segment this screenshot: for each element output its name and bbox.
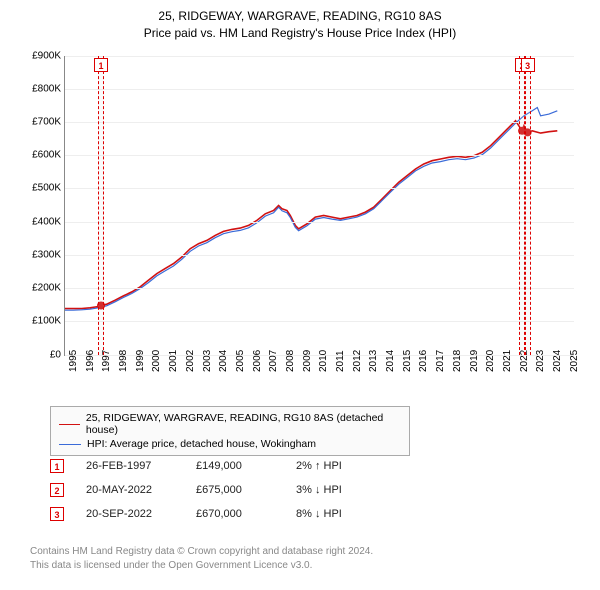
x-tick-label: 2024 — [552, 349, 563, 371]
x-tick-label: 2008 — [285, 349, 296, 371]
x-tick-label: 2010 — [318, 349, 329, 371]
sale-row: 3 20-SEP-2022£670,0008% ↓ HPI — [50, 502, 396, 526]
sale-row-badge: 2 — [50, 483, 64, 497]
x-tick-label: 2012 — [352, 349, 363, 371]
plot-region: £0£100K£200K£300K£400K£500K£600K£700K£80… — [64, 56, 574, 356]
sale-row-price: £670,000 — [196, 508, 296, 520]
sale-row: 1 26-FEB-1997£149,0002% ↑ HPI — [50, 454, 396, 478]
sale-row-price: £149,000 — [196, 460, 296, 472]
series-line-hpi — [65, 107, 557, 310]
event-marker-badge: 1 — [94, 58, 108, 72]
x-tick-label: 2009 — [302, 349, 313, 371]
sale-row-delta: 3% ↓ HPI — [296, 484, 396, 496]
gridline — [65, 155, 574, 156]
x-tick-label: 2021 — [502, 349, 513, 371]
x-tick-label: 2016 — [418, 349, 429, 371]
y-tick-label: £400K — [27, 216, 61, 227]
legend-row-hpi: HPI: Average price, detached house, Woki… — [59, 437, 401, 451]
y-tick-label: £700K — [27, 117, 61, 128]
y-tick-label: £100K — [27, 316, 61, 327]
footer-line1: Contains HM Land Registry data © Crown c… — [30, 545, 373, 559]
x-tick-label: 2013 — [368, 349, 379, 371]
chart-area: £0 £100K £200K £300K £400K £500K £600K £700K £80… — [30, 46, 590, 396]
gridline — [65, 222, 574, 223]
x-tick-label: 1999 — [135, 349, 146, 371]
footer-attribution: Contains HM Land Registry data © Crown c… — [30, 545, 373, 572]
y-tick-label: £300K — [27, 249, 61, 260]
title-block: 25, RIDGEWAY, WARGRAVE, READING, RG10 8A… — [0, 0, 600, 46]
y-tick-label: £800K — [27, 83, 61, 94]
sale-row-price: £675,000 — [196, 484, 296, 496]
x-tick-label: 2004 — [218, 349, 229, 371]
x-tick-label: 2003 — [202, 349, 213, 371]
legend-label-hpi: HPI: Average price, detached house, Woki… — [87, 438, 316, 450]
title-line2: Price paid vs. HM Land Registry's House … — [0, 25, 600, 42]
sale-row-date: 26-FEB-1997 — [86, 460, 196, 472]
x-tick-label: 2014 — [385, 349, 396, 371]
footer-line2: This data is licensed under the Open Gov… — [30, 559, 373, 573]
gridline — [65, 56, 574, 57]
x-tick-label: 1996 — [85, 349, 96, 371]
legend-swatch-hpi — [59, 444, 81, 445]
legend-label-property: 25, RIDGEWAY, WARGRAVE, READING, RG10 8A… — [86, 412, 401, 436]
x-tick-label: 2002 — [185, 349, 196, 371]
sale-row-badge: 1 — [50, 459, 64, 473]
x-tick-label: 2015 — [402, 349, 413, 371]
gridline — [65, 288, 574, 289]
sale-row-delta: 2% ↑ HPI — [296, 460, 396, 472]
x-tick-label: 2007 — [268, 349, 279, 371]
x-tick-label: 2023 — [535, 349, 546, 371]
sale-row-date: 20-MAY-2022 — [86, 484, 196, 496]
chart-lines — [65, 56, 574, 355]
sale-row-date: 20-SEP-2022 — [86, 508, 196, 520]
sales-table: 1 26-FEB-1997£149,0002% ↑ HPI 2 20-MAY-2022… — [50, 454, 396, 526]
x-tick-label: 2018 — [452, 349, 463, 371]
x-tick-label: 2000 — [151, 349, 162, 371]
gridline — [65, 321, 574, 322]
x-tick-label: 2005 — [235, 349, 246, 371]
x-tick-label: 2019 — [469, 349, 480, 371]
y-tick-label: £600K — [27, 150, 61, 161]
x-tick-label: 2025 — [569, 349, 580, 371]
sale-row-delta: 8% ↓ HPI — [296, 508, 396, 520]
y-tick-label: £200K — [27, 283, 61, 294]
x-tick-label: 2017 — [435, 349, 446, 371]
event-marker-band — [98, 56, 104, 355]
legend-swatch-property — [59, 424, 80, 425]
gridline — [65, 89, 574, 90]
y-tick-label: £900K — [27, 50, 61, 61]
gridline — [65, 122, 574, 123]
chart-container: 25, RIDGEWAY, WARGRAVE, READING, RG10 8A… — [0, 0, 600, 590]
legend-row-property: 25, RIDGEWAY, WARGRAVE, READING, RG10 8A… — [59, 411, 401, 437]
event-marker-badge: 3 — [521, 58, 535, 72]
y-tick-label: £0 — [27, 349, 61, 360]
x-tick-label: 2011 — [335, 350, 346, 372]
x-tick-label: 2006 — [252, 349, 263, 371]
title-line1: 25, RIDGEWAY, WARGRAVE, READING, RG10 8A… — [0, 8, 600, 25]
event-marker-band — [525, 56, 531, 355]
x-tick-label: 2001 — [168, 349, 179, 371]
legend-box: 25, RIDGEWAY, WARGRAVE, READING, RG10 8A… — [50, 406, 410, 456]
x-tick-label: 1998 — [118, 349, 129, 371]
x-tick-label: 2020 — [485, 349, 496, 371]
x-tick-label: 1995 — [68, 349, 79, 371]
sale-row: 2 20-MAY-2022£675,0003% ↓ HPI — [50, 478, 396, 502]
sale-row-badge: 3 — [50, 507, 64, 521]
y-tick-label: £500K — [27, 183, 61, 194]
series-line-property — [65, 120, 557, 308]
gridline — [65, 188, 574, 189]
gridline — [65, 255, 574, 256]
